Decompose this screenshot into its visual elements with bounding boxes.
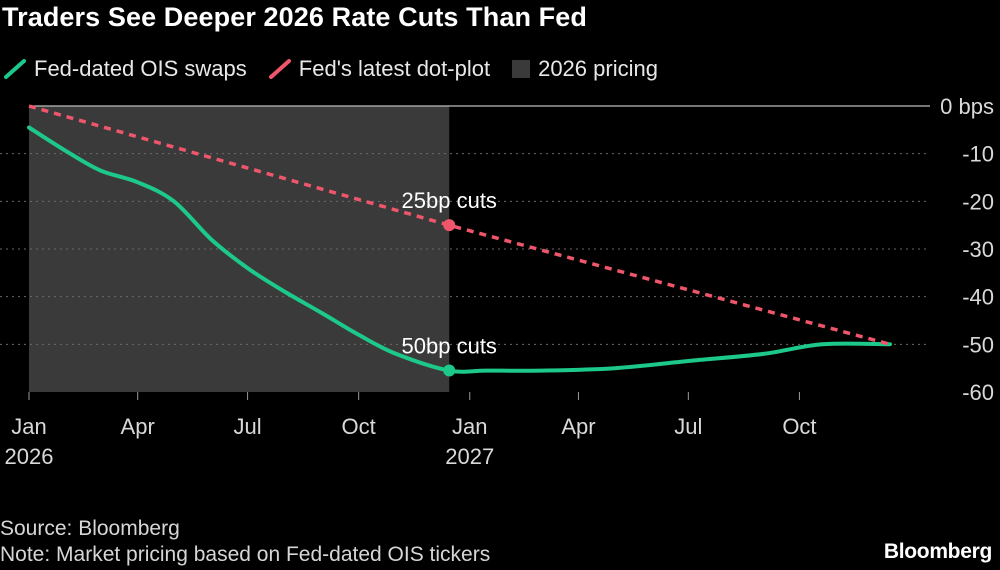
- annotation-marker-1: [443, 364, 456, 377]
- x-tick-label-2: Jul: [234, 414, 262, 439]
- y-tick-label-6: -60: [962, 380, 994, 405]
- y-tick-label-0: 0 bps: [940, 94, 994, 119]
- legend-solid-line-icon: [4, 59, 26, 79]
- x-tick-label-3: Oct: [342, 414, 376, 439]
- x-tick-sublabel-0: 2026: [5, 444, 54, 469]
- x-tick-label-4: Jan: [452, 414, 487, 439]
- x-tick-label-0: Jan: [11, 414, 46, 439]
- series-line-dot-plot: [28, 104, 891, 346]
- annotation-marker-0: [443, 219, 456, 232]
- x-tick-label-7: Oct: [782, 414, 816, 439]
- line-chart: 0 bps -10 -20 -30 -40 -50 -60 Jan 2026 Apr Jul Oct J…: [0, 94, 994, 469]
- annotation-label-0: 25bp cuts: [402, 188, 497, 213]
- legend-dashed-line-icon: [268, 59, 291, 79]
- y-tick-label-5: -50: [962, 332, 994, 357]
- source-note: Source: Bloomberg: [0, 517, 180, 540]
- x-tick-label-1: Apr: [121, 414, 155, 439]
- bloomberg-logo: Bloomberg: [883, 540, 992, 563]
- legend-item-dot-plot: Fed's latest dot-plot: [268, 56, 491, 82]
- legend-area-swatch-icon: [512, 60, 531, 78]
- x-tick-label-5: Apr: [561, 414, 595, 439]
- annotation-label-1: 50bp cuts: [402, 334, 497, 359]
- legend-label-2026-pricing: 2026 pricing: [538, 56, 658, 81]
- y-tick-label-1: -10: [962, 142, 994, 167]
- footnote: Note: Market pricing based on Fed-dated …: [0, 543, 491, 566]
- y-tick-label-2: -20: [962, 189, 994, 214]
- legend: Fed-dated OIS swaps Fed's latest dot-plo…: [4, 54, 680, 84]
- x-tick-sublabel-4: 2027: [445, 444, 494, 469]
- series-line-ois: [27, 125, 892, 374]
- y-tick-label-3: -30: [962, 237, 994, 262]
- legend-item-2026-pricing: 2026 pricing: [512, 56, 658, 82]
- chart-title: Traders See Deeper 2026 Rate Cuts Than F…: [2, 2, 587, 32]
- legend-label-dot-plot: Fed's latest dot-plot: [298, 56, 491, 81]
- x-tick-label-6: Jul: [674, 414, 702, 439]
- y-tick-label-4: -40: [962, 285, 994, 310]
- legend-item-ois: Fed-dated OIS swaps: [4, 56, 247, 82]
- legend-label-ois: Fed-dated OIS swaps: [34, 56, 247, 81]
